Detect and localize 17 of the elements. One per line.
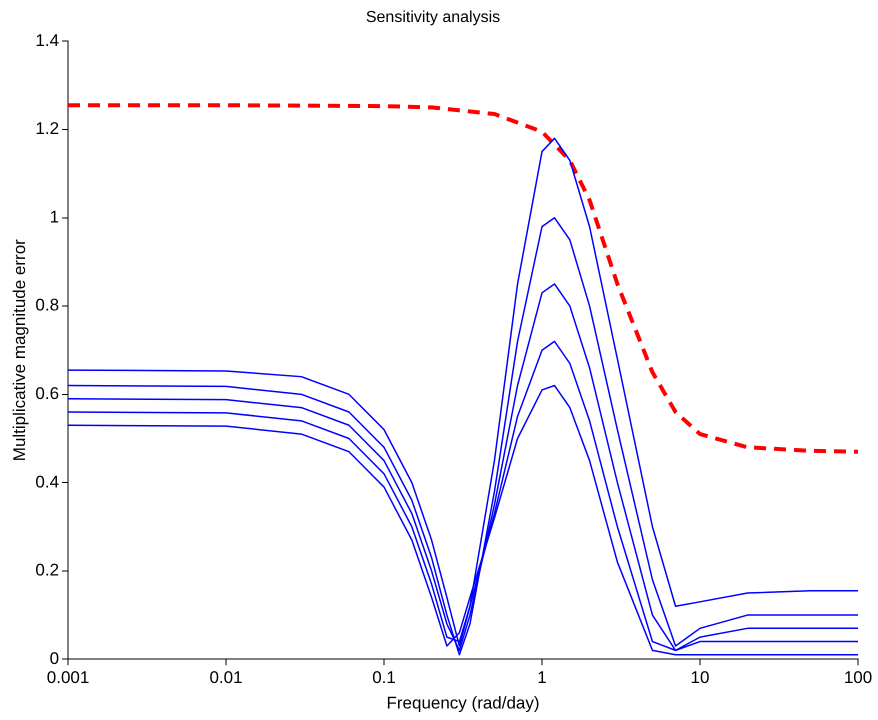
- y-axis-title: Multiplicative magnitude error: [10, 238, 29, 462]
- chart-title: Sensitivity analysis: [366, 9, 500, 26]
- x-tick-label: 0.1: [372, 668, 396, 688]
- x-tick-label: 1: [537, 668, 547, 688]
- y-tick-label: 1: [50, 207, 60, 226]
- y-tick-label: 0.2: [35, 560, 60, 580]
- x-tick-label: 0.01: [209, 668, 243, 688]
- y-tick-label: 0.6: [35, 384, 60, 404]
- y-tick-label: 1.4: [35, 30, 60, 50]
- y-tick-label: 0.8: [35, 296, 60, 315]
- x-tick-label: 100: [844, 668, 872, 688]
- x-tick-label: 0.001: [46, 668, 90, 688]
- y-tick-label: 0: [50, 648, 60, 668]
- x-axis-title: Frequency (rad/day): [386, 693, 540, 712]
- y-tick-label: 1.2: [35, 119, 60, 138]
- y-tick-label: 0.4: [35, 472, 60, 492]
- x-tick-label: 10: [690, 668, 710, 688]
